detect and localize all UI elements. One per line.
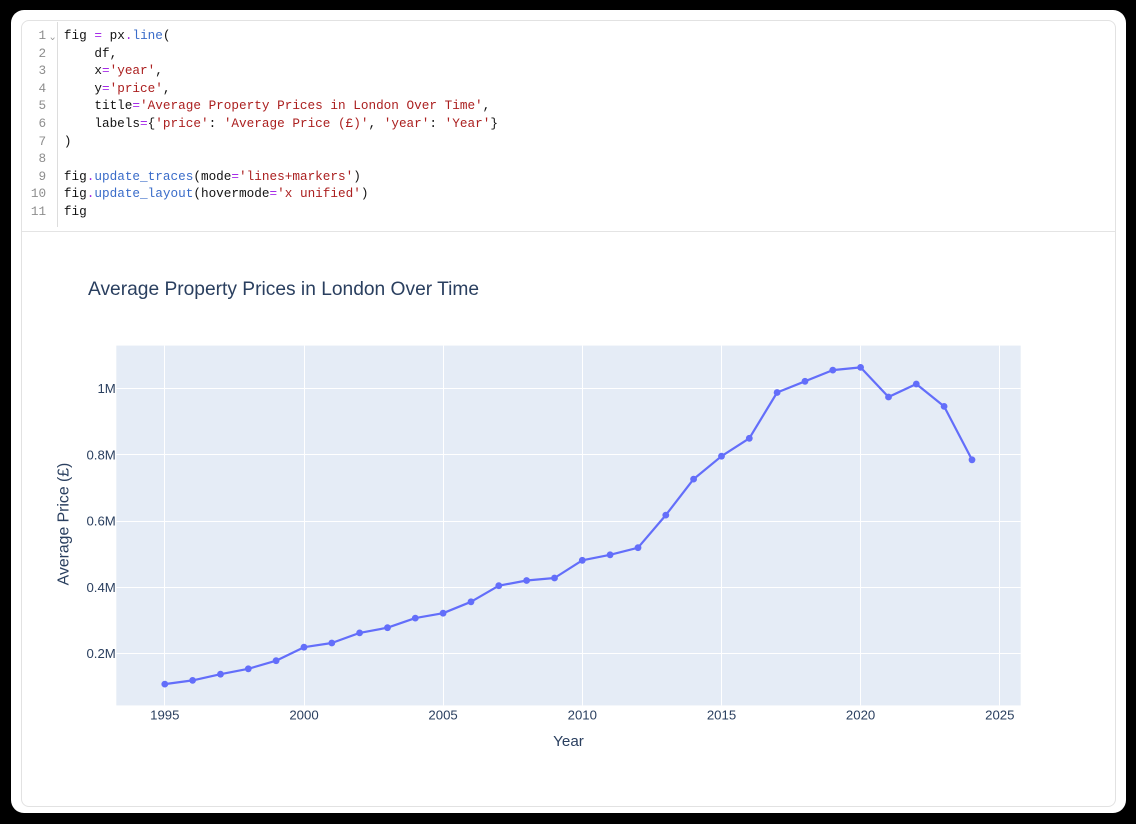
svg-text:0.6M: 0.6M <box>86 514 115 529</box>
svg-text:0.8M: 0.8M <box>86 447 115 462</box>
svg-text:Average Price (£): Average Price (£) <box>56 463 73 586</box>
svg-text:2025: 2025 <box>985 708 1014 723</box>
svg-text:0.4M: 0.4M <box>86 580 115 595</box>
svg-text:1995: 1995 <box>150 708 179 723</box>
svg-text:2000: 2000 <box>289 708 318 723</box>
svg-text:Year: Year <box>553 733 584 750</box>
svg-text:2020: 2020 <box>846 708 875 723</box>
svg-text:0.2M: 0.2M <box>86 646 115 661</box>
svg-text:Average Property Prices in Lon: Average Property Prices in London Over T… <box>88 279 479 300</box>
svg-text:1M: 1M <box>97 381 115 396</box>
svg-text:2015: 2015 <box>707 708 736 723</box>
svg-text:2005: 2005 <box>428 708 457 723</box>
svg-text:2010: 2010 <box>568 708 597 723</box>
